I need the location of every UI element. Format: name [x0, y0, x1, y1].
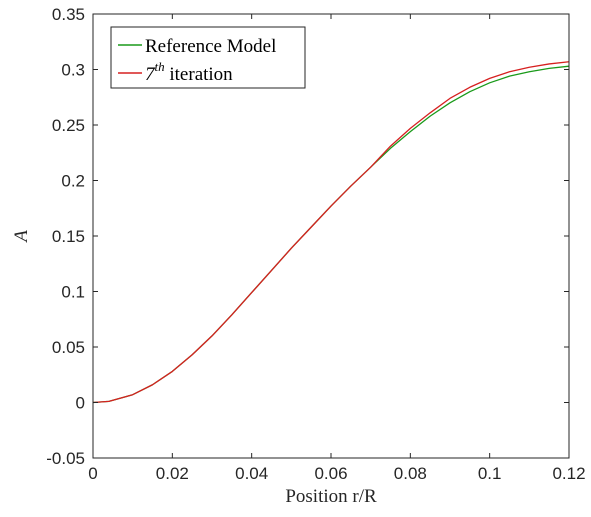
y-tick-label: 0.3 — [61, 61, 85, 80]
x-tick-label: 0.12 — [552, 464, 585, 483]
y-axis-title: A — [11, 230, 32, 244]
y-tick-label: 0.2 — [61, 172, 85, 191]
x-tick-label: 0.04 — [235, 464, 268, 483]
series-layer — [92, 61, 570, 404]
series-line-7th-iteration — [92, 61, 570, 404]
legend-label-superscript: th — [155, 59, 165, 74]
x-tick-label: 0.1 — [478, 464, 502, 483]
x-tick-label: 0.02 — [156, 464, 189, 483]
x-tick-label: 0.08 — [394, 464, 427, 483]
y-tick-label: -0.05 — [46, 449, 85, 468]
legend-label-7th-iteration: 7th iteration — [145, 59, 233, 85]
y-tick-label: 0.15 — [52, 227, 85, 246]
ticks-layer: 0 0.02 0.04 0.06 0.08 0.1 0.12-0.0500.050.10.1… — [46, 5, 585, 483]
legend-label-reference-model: Reference Model — [145, 36, 276, 57]
y-tick-label: 0.1 — [61, 283, 85, 302]
y-tick-label: 0.35 — [52, 5, 85, 24]
legend-label-base: 7 — [145, 64, 156, 85]
legend-label-suffix: iteration — [165, 64, 234, 85]
x-tick-label: 0.06 — [314, 464, 347, 483]
plot-frame — [92, 13, 570, 459]
legend-box — [110, 26, 306, 89]
y-tick-label: 0.25 — [52, 116, 85, 135]
x-axis-title: Position r/R — [285, 486, 377, 507]
legend: Reference Model 7th iteration — [110, 26, 306, 89]
y-tick-label: 0.05 — [52, 338, 85, 357]
x-tick-label: 0 — [88, 464, 97, 483]
y-tick-label: 0 — [76, 394, 85, 413]
